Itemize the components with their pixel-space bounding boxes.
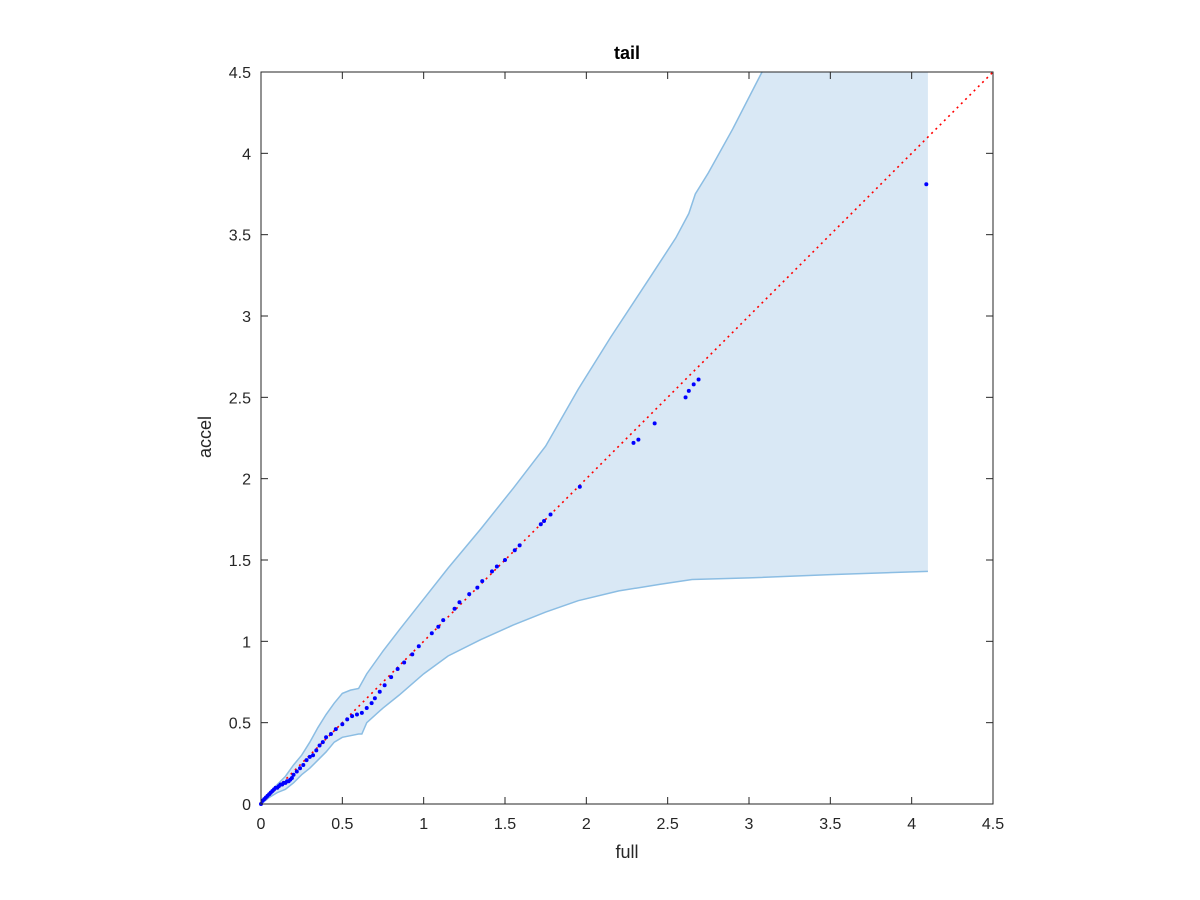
data-point: [389, 675, 394, 680]
data-point: [359, 710, 364, 715]
data-point: [686, 388, 691, 393]
data-point: [631, 440, 636, 445]
data-point: [377, 689, 382, 694]
data-point: [317, 743, 322, 748]
data-point: [345, 717, 350, 722]
data-point: [538, 522, 543, 527]
x-tick-label: 4.5: [982, 816, 1004, 833]
x-tick-label: 2.5: [657, 816, 679, 833]
x-tick-label: 0: [257, 816, 266, 833]
data-point: [354, 712, 359, 717]
y-tick-label: 1: [242, 634, 251, 651]
y-tick-label: 2.5: [229, 390, 251, 407]
data-point: [542, 518, 547, 523]
data-point: [436, 624, 441, 629]
x-axis-label: full: [615, 842, 638, 862]
data-point: [333, 727, 338, 732]
band-lower-edge: [260, 570, 928, 805]
data-point: [416, 644, 421, 649]
y-tick-label: 3.5: [229, 228, 251, 245]
data-point: [691, 382, 696, 387]
y-tick-label: 4.5: [229, 65, 251, 82]
data-point: [489, 569, 494, 574]
data-point: [294, 769, 299, 774]
data-point: [304, 758, 309, 763]
data-point: [924, 182, 929, 187]
data-point: [494, 564, 499, 569]
data-point: [696, 377, 701, 382]
y-tick-label: 2: [242, 472, 251, 489]
data-point: [548, 512, 553, 517]
data-point: [395, 666, 400, 671]
data-point: [652, 421, 657, 426]
x-tick-label: 1: [419, 816, 428, 833]
data-point: [307, 754, 312, 759]
data-point: [320, 740, 325, 745]
data-point: [480, 579, 485, 584]
y-tick-label: 0.5: [229, 716, 251, 733]
x-axis-ticks: 0 0.5 1 1.5 2 2.5 3 3.5 4 4.5: [257, 72, 1004, 833]
x-tick-label: 0.5: [331, 816, 353, 833]
data-point: [350, 714, 355, 719]
plot-area: [259, 71, 994, 806]
x-tick-label: 4: [907, 816, 916, 833]
y-tick-label: 0: [242, 797, 251, 814]
chart-title: tail: [614, 43, 640, 63]
data-point: [517, 543, 522, 548]
band-upper-edge: [260, 71, 763, 805]
axes-box: [260, 71, 994, 805]
data-point: [314, 748, 319, 753]
data-point: [340, 722, 345, 727]
data-point: [457, 600, 462, 605]
x-tick-label: 3: [745, 816, 754, 833]
data-point: [298, 766, 303, 771]
data-point: [372, 696, 377, 701]
data-point: [369, 701, 374, 706]
x-tick-label: 1.5: [494, 816, 516, 833]
data-point: [503, 558, 507, 562]
x-tick-label: 3.5: [819, 816, 841, 833]
data-point: [452, 606, 457, 611]
data-point: [364, 706, 369, 711]
data-point: [467, 592, 472, 597]
data-point: [577, 484, 582, 489]
data-point: [410, 652, 415, 657]
data-point: [683, 395, 688, 400]
reference-line-layer: [260, 71, 994, 805]
data-point: [324, 735, 329, 740]
reference-line: [260, 71, 994, 805]
confidence-band-layer: [260, 71, 928, 805]
data-point: [429, 631, 434, 636]
data-point: [382, 683, 387, 688]
data-point: [402, 660, 407, 665]
y-axis-label: accel: [195, 416, 215, 458]
confidence-band-fill: [261, 72, 928, 804]
data-point: [441, 618, 446, 623]
data-point: [636, 437, 641, 442]
data-point: [475, 585, 480, 590]
data-point: [512, 548, 517, 553]
data-point: [311, 753, 316, 758]
data-point: [301, 762, 306, 767]
data-point: [291, 772, 296, 777]
data-point: [328, 732, 333, 737]
y-tick-label: 3: [242, 309, 251, 326]
y-axis-ticks: 0 0.5 1 1.5 2 2.5 3 3.5 4 4.5: [229, 65, 993, 814]
x-tick-label: 2: [582, 816, 591, 833]
y-tick-label: 1.5: [229, 553, 251, 570]
y-tick-label: 4: [242, 146, 251, 163]
data-points-layer: [259, 182, 929, 806]
data-point: [289, 775, 294, 780]
